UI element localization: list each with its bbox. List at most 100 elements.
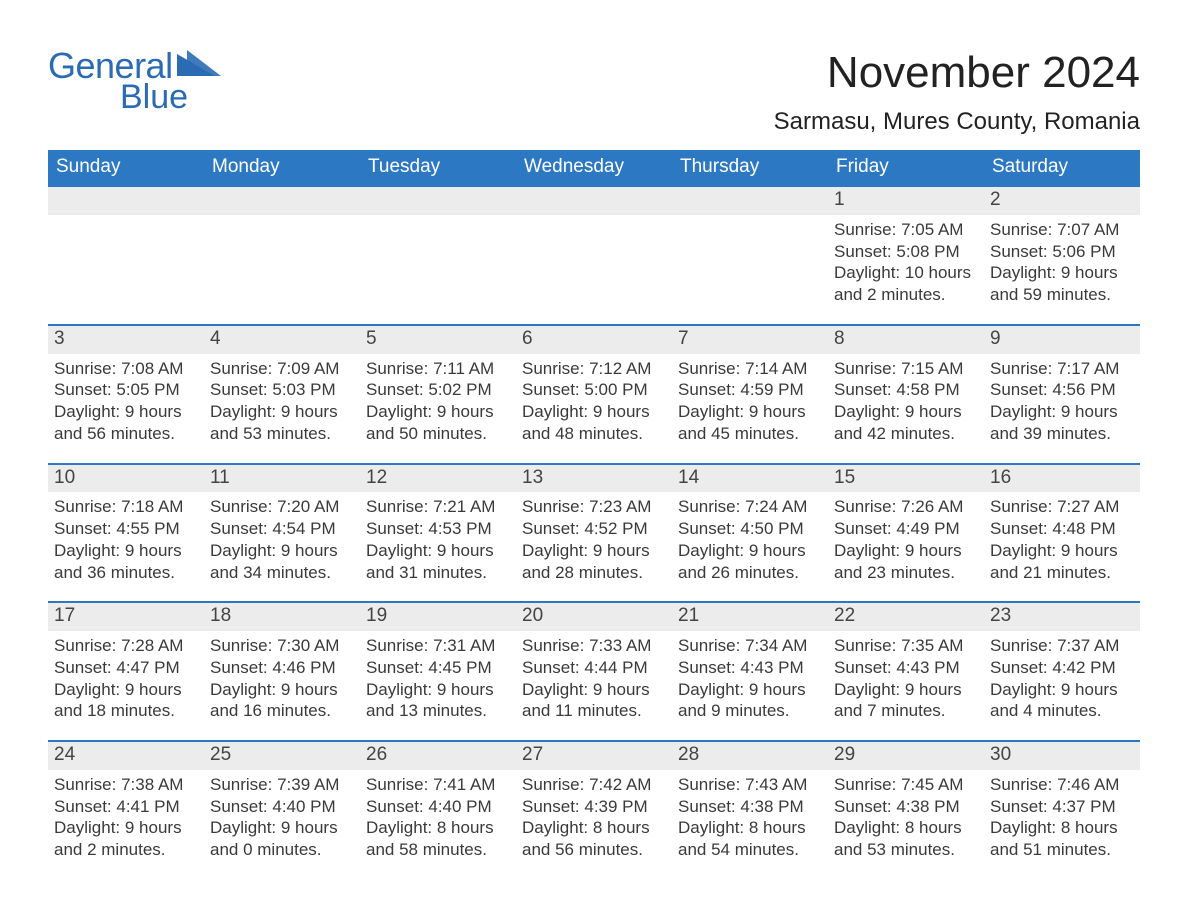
day-content: Sunrise: 7:43 AMSunset: 4:38 PMDaylight:… — [672, 770, 828, 865]
day-day2: and 2 minutes. — [54, 839, 198, 861]
calendar-day — [516, 187, 672, 310]
day-sunrise: Sunrise: 7:35 AM — [834, 635, 978, 657]
calendar: Sunday Monday Tuesday Wednesday Thursday… — [48, 150, 1140, 865]
day-number: 16 — [984, 465, 1140, 493]
day-content: Sunrise: 7:38 AMSunset: 4:41 PMDaylight:… — [48, 770, 204, 865]
day-content: Sunrise: 7:33 AMSunset: 4:44 PMDaylight:… — [516, 631, 672, 726]
day-sunrise: Sunrise: 7:17 AM — [990, 358, 1134, 380]
day-sunset: Sunset: 4:41 PM — [54, 796, 198, 818]
day-sunrise: Sunrise: 7:23 AM — [522, 496, 666, 518]
day-number: 21 — [672, 603, 828, 631]
day-number: 15 — [828, 465, 984, 493]
day-day1: Daylight: 8 hours — [678, 817, 822, 839]
day-sunrise: Sunrise: 7:09 AM — [210, 358, 354, 380]
calendar-day: 23Sunrise: 7:37 AMSunset: 4:42 PMDayligh… — [984, 603, 1140, 726]
day-sunrise: Sunrise: 7:15 AM — [834, 358, 978, 380]
day-content: Sunrise: 7:31 AMSunset: 4:45 PMDaylight:… — [360, 631, 516, 726]
day-sunset: Sunset: 4:42 PM — [990, 657, 1134, 679]
day-sunrise: Sunrise: 7:14 AM — [678, 358, 822, 380]
title-block: November 2024 Sarmasu, Mures County, Rom… — [774, 48, 1140, 136]
day-day1: Daylight: 9 hours — [210, 679, 354, 701]
calendar-day: 16Sunrise: 7:27 AMSunset: 4:48 PMDayligh… — [984, 465, 1140, 588]
day-sunrise: Sunrise: 7:42 AM — [522, 774, 666, 796]
day-content: Sunrise: 7:46 AMSunset: 4:37 PMDaylight:… — [984, 770, 1140, 865]
calendar-day: 1Sunrise: 7:05 AMSunset: 5:08 PMDaylight… — [828, 187, 984, 310]
day-number: 7 — [672, 326, 828, 354]
day-number: 12 — [360, 465, 516, 493]
day-content: Sunrise: 7:45 AMSunset: 4:38 PMDaylight:… — [828, 770, 984, 865]
day-sunrise: Sunrise: 7:21 AM — [366, 496, 510, 518]
day-number: 26 — [360, 742, 516, 770]
logo: General Blue — [48, 48, 221, 114]
day-number: 1 — [828, 187, 984, 215]
day-number: 17 — [48, 603, 204, 631]
day-sunrise: Sunrise: 7:05 AM — [834, 219, 978, 241]
day-day2: and 13 minutes. — [366, 700, 510, 722]
calendar-day — [360, 187, 516, 310]
day-day1: Daylight: 9 hours — [990, 679, 1134, 701]
day-day2: and 34 minutes. — [210, 562, 354, 584]
day-sunset: Sunset: 4:40 PM — [210, 796, 354, 818]
weekday-header: Tuesday — [360, 150, 516, 185]
day-sunrise: Sunrise: 7:20 AM — [210, 496, 354, 518]
calendar-day: 12Sunrise: 7:21 AMSunset: 4:53 PMDayligh… — [360, 465, 516, 588]
day-number: 28 — [672, 742, 828, 770]
day-day1: Daylight: 9 hours — [522, 540, 666, 562]
day-sunset: Sunset: 4:49 PM — [834, 518, 978, 540]
day-sunset: Sunset: 4:46 PM — [210, 657, 354, 679]
day-day2: and 48 minutes. — [522, 423, 666, 445]
day-day2: and 36 minutes. — [54, 562, 198, 584]
day-day1: Daylight: 9 hours — [54, 401, 198, 423]
weekday-header: Wednesday — [516, 150, 672, 185]
day-sunrise: Sunrise: 7:08 AM — [54, 358, 198, 380]
day-sunset: Sunset: 4:56 PM — [990, 379, 1134, 401]
day-number: 11 — [204, 465, 360, 493]
day-number: 4 — [204, 326, 360, 354]
day-number: 5 — [360, 326, 516, 354]
day-content: Sunrise: 7:14 AMSunset: 4:59 PMDaylight:… — [672, 354, 828, 449]
day-sunset: Sunset: 5:02 PM — [366, 379, 510, 401]
day-number: 2 — [984, 187, 1140, 215]
day-sunrise: Sunrise: 7:43 AM — [678, 774, 822, 796]
calendar-day: 29Sunrise: 7:45 AMSunset: 4:38 PMDayligh… — [828, 742, 984, 865]
weekday-header: Saturday — [984, 150, 1140, 185]
calendar-day — [48, 187, 204, 310]
calendar-day — [672, 187, 828, 310]
day-sunrise: Sunrise: 7:12 AM — [522, 358, 666, 380]
day-day1: Daylight: 8 hours — [990, 817, 1134, 839]
day-content: Sunrise: 7:42 AMSunset: 4:39 PMDaylight:… — [516, 770, 672, 865]
day-sunset: Sunset: 4:50 PM — [678, 518, 822, 540]
day-day2: and 50 minutes. — [366, 423, 510, 445]
day-sunset: Sunset: 4:43 PM — [834, 657, 978, 679]
day-number: 22 — [828, 603, 984, 631]
calendar-day: 13Sunrise: 7:23 AMSunset: 4:52 PMDayligh… — [516, 465, 672, 588]
day-day1: Daylight: 9 hours — [522, 679, 666, 701]
day-sunrise: Sunrise: 7:45 AM — [834, 774, 978, 796]
weekday-header: Sunday — [48, 150, 204, 185]
day-day2: and 2 minutes. — [834, 284, 978, 306]
day-content: Sunrise: 7:15 AMSunset: 4:58 PMDaylight:… — [828, 354, 984, 449]
calendar-day: 15Sunrise: 7:26 AMSunset: 4:49 PMDayligh… — [828, 465, 984, 588]
day-number: 23 — [984, 603, 1140, 631]
day-content: Sunrise: 7:09 AMSunset: 5:03 PMDaylight:… — [204, 354, 360, 449]
day-content: Sunrise: 7:11 AMSunset: 5:02 PMDaylight:… — [360, 354, 516, 449]
day-sunset: Sunset: 4:54 PM — [210, 518, 354, 540]
day-day2: and 42 minutes. — [834, 423, 978, 445]
day-day1: Daylight: 8 hours — [366, 817, 510, 839]
day-content: Sunrise: 7:26 AMSunset: 4:49 PMDaylight:… — [828, 492, 984, 587]
header: General Blue November 2024 Sarmasu, Mure… — [48, 48, 1140, 136]
day-sunrise: Sunrise: 7:18 AM — [54, 496, 198, 518]
day-content: Sunrise: 7:18 AMSunset: 4:55 PMDaylight:… — [48, 492, 204, 587]
day-day1: Daylight: 8 hours — [522, 817, 666, 839]
day-sunrise: Sunrise: 7:28 AM — [54, 635, 198, 657]
day-content: Sunrise: 7:28 AMSunset: 4:47 PMDaylight:… — [48, 631, 204, 726]
day-sunset: Sunset: 5:05 PM — [54, 379, 198, 401]
day-day1: Daylight: 9 hours — [210, 401, 354, 423]
day-number-empty — [360, 187, 516, 215]
day-number: 19 — [360, 603, 516, 631]
day-day1: Daylight: 9 hours — [834, 679, 978, 701]
day-day2: and 26 minutes. — [678, 562, 822, 584]
calendar-day: 5Sunrise: 7:11 AMSunset: 5:02 PMDaylight… — [360, 326, 516, 449]
day-sunrise: Sunrise: 7:33 AM — [522, 635, 666, 657]
calendar-day: 4Sunrise: 7:09 AMSunset: 5:03 PMDaylight… — [204, 326, 360, 449]
